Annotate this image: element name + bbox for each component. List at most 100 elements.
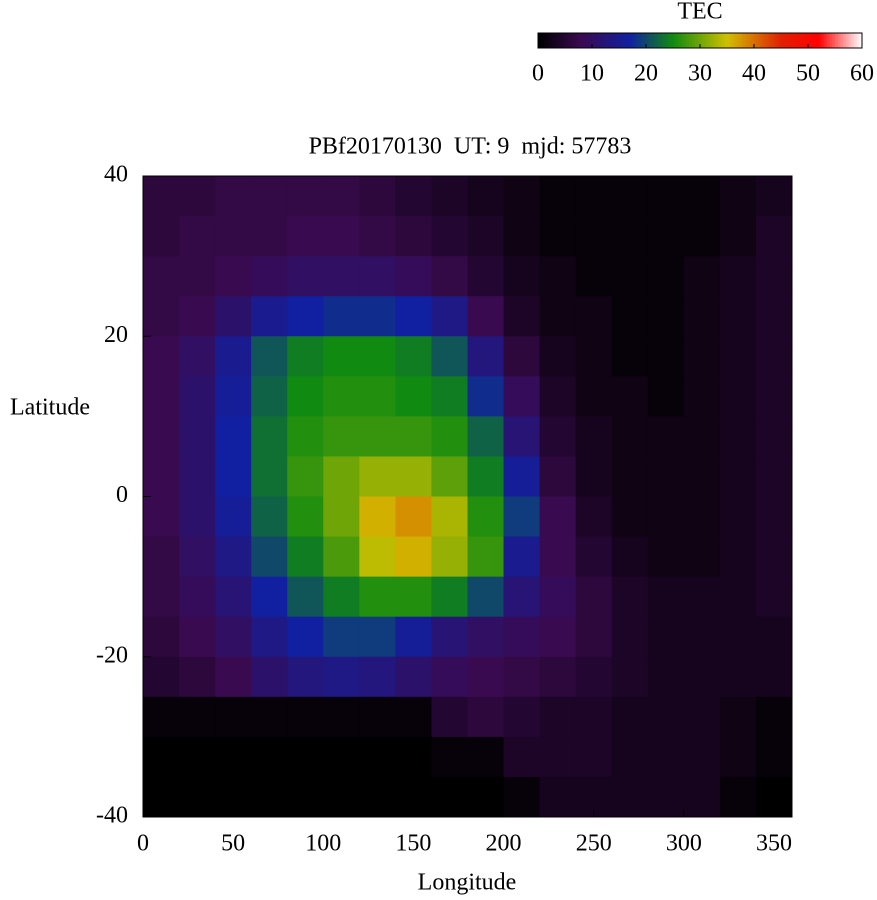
heatmap-cell [143, 216, 180, 257]
colorbar-segment [664, 33, 669, 48]
x-axis-label: Longitude [418, 870, 517, 896]
heatmap-cell [647, 576, 685, 618]
colorbar-segment [681, 33, 685, 48]
colorbar-segment [654, 33, 658, 48]
colorbar-segment [716, 33, 720, 48]
heatmap-cell [395, 656, 432, 698]
y-axis-label: Latitude [10, 395, 90, 421]
colorbar-segment [845, 33, 849, 48]
colorbar-segment [619, 33, 623, 48]
heatmap-cell [611, 496, 649, 538]
heatmap-cell [683, 736, 721, 778]
heatmap-cell [611, 216, 649, 257]
heatmap-cell [647, 536, 685, 578]
heatmap-cell [251, 376, 288, 417]
heatmap-cell [323, 696, 360, 738]
heatmap-cell [719, 576, 757, 618]
colorbar-segment [840, 33, 844, 48]
heatmap-cell [395, 416, 432, 457]
heatmap-cell [287, 216, 324, 257]
heatmap-cell [395, 736, 432, 778]
heatmap-cell [575, 296, 613, 337]
heatmap-cell [575, 336, 613, 377]
heatmap-cell [575, 696, 613, 738]
heatmap-cell [251, 656, 288, 698]
colorbar-label: TEC [677, 0, 722, 25]
heatmap-cell [323, 776, 360, 818]
heatmap-cell [431, 736, 468, 778]
heatmap-cell [539, 536, 577, 578]
heatmap-cell [251, 576, 288, 618]
colorbar-tick-label: 30 [688, 61, 712, 87]
heatmap-cell [647, 456, 685, 497]
heatmap-cell [683, 496, 721, 538]
colorbar-segment [848, 33, 852, 48]
heatmap-cell [575, 176, 613, 217]
heatmap-cell [719, 616, 757, 658]
heatmap-cell [611, 336, 649, 377]
heatmap-cell [755, 696, 793, 738]
colorbar-segment [613, 33, 617, 48]
heatmap-cell [575, 736, 613, 778]
x-tick-label: 100 [305, 831, 341, 857]
heatmap-cell [215, 536, 252, 578]
heatmap-cell [539, 216, 577, 257]
heatmap-cell [755, 736, 793, 778]
heatmap-cell [719, 256, 757, 297]
colorbar-segment [616, 33, 620, 48]
heatmap-cell [611, 656, 649, 698]
heatmap-cell [467, 456, 505, 497]
heatmap-cell [287, 376, 324, 417]
colorbar-segment [662, 33, 666, 48]
heatmap-cell [467, 736, 505, 778]
heatmap-cell [143, 256, 180, 297]
colorbar-tick-label: 20 [634, 61, 658, 87]
heatmap-cell [719, 736, 757, 778]
heatmap-cell [359, 696, 396, 738]
heatmap-cell [719, 696, 757, 738]
heatmap-cell [647, 776, 685, 818]
heatmap-cell [683, 656, 721, 698]
heatmap-cell [467, 376, 505, 417]
colorbar-segment [700, 33, 704, 48]
heatmap-cell [467, 776, 505, 818]
heatmap-cell [431, 496, 468, 538]
heatmap-cell [611, 376, 649, 417]
heatmap-cell [539, 736, 577, 778]
heatmap-cell [323, 336, 360, 377]
heatmap-cell [575, 376, 613, 417]
heatmap-cell [215, 336, 252, 377]
heatmap-cell [395, 216, 432, 257]
heatmap-cell [143, 696, 180, 738]
colorbar-segment [610, 33, 615, 48]
heatmap-cell [431, 536, 468, 578]
heatmap-cell [251, 456, 288, 497]
heatmap-cell [143, 456, 180, 497]
heatmap-cell [755, 656, 793, 698]
heatmap-cell [539, 336, 577, 377]
colorbar-segment [810, 33, 814, 48]
heatmap-cell [755, 376, 793, 417]
colorbar-segment [659, 33, 663, 48]
colorbar-segment [602, 33, 606, 48]
heatmap-cell [683, 336, 721, 377]
colorbar-segment [737, 33, 741, 48]
colorbar-segment [705, 33, 709, 48]
heatmap-cell [323, 496, 360, 538]
heatmap-cell [467, 496, 505, 538]
heatmap-cell [647, 176, 685, 217]
heatmap-cell [215, 176, 252, 217]
colorbar-segment [675, 33, 679, 48]
heatmap-cell [431, 776, 468, 818]
colorbar-segment [691, 33, 696, 48]
colorbar-segment [724, 33, 728, 48]
heatmap-cell [647, 416, 685, 457]
heatmap-cell [719, 296, 757, 337]
heatmap-cell [755, 496, 793, 538]
heatmap-cell [755, 456, 793, 497]
heatmap-cell [467, 256, 505, 297]
heatmap-cell [503, 176, 541, 217]
colorbar-segment [829, 33, 833, 48]
heatmap-cell [395, 456, 432, 497]
heatmap-cell [755, 536, 793, 578]
